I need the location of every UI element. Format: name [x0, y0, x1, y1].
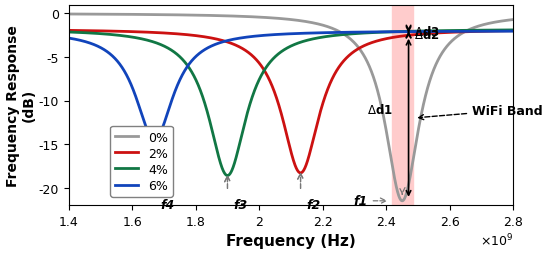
6%	[397, 31, 404, 34]
4%	[397, 31, 404, 34]
4%	[355, 33, 361, 36]
Line: 2%: 2%	[69, 31, 513, 173]
2%	[65, 30, 72, 33]
4%	[510, 29, 516, 32]
Line: 4%: 4%	[69, 31, 513, 176]
Text: f2: f2	[306, 198, 321, 211]
Text: WiFi Band: WiFi Band	[419, 104, 543, 120]
4%	[224, 174, 231, 177]
Legend: 0%, 2%, 4%, 6%: 0%, 2%, 4%, 6%	[111, 126, 173, 197]
Bar	[392, 6, 412, 205]
2%	[332, 72, 339, 75]
X-axis label: Frequency (Hz): Frequency (Hz)	[226, 233, 356, 248]
2%	[235, 46, 242, 49]
4%	[431, 30, 438, 33]
0%	[510, 19, 516, 22]
Text: $\Delta$d3: $\Delta$d3	[414, 25, 440, 39]
Line: 6%: 6%	[69, 32, 513, 140]
2%	[355, 48, 361, 51]
Text: f4: f4	[160, 198, 174, 211]
0%	[146, 14, 153, 17]
0%	[65, 13, 72, 17]
2%	[146, 31, 153, 35]
Text: f1: f1	[354, 194, 368, 207]
0%	[397, 198, 404, 201]
0%	[431, 67, 438, 70]
6%	[431, 31, 438, 34]
Text: $\times10^9$: $\times10^9$	[480, 231, 513, 248]
Text: $\Delta$d1: $\Delta$d1	[367, 103, 393, 117]
4%	[332, 35, 339, 38]
6%	[355, 31, 361, 35]
0%	[332, 29, 339, 32]
6%	[510, 30, 516, 34]
6%	[151, 139, 158, 142]
6%	[146, 134, 153, 137]
Line: 0%: 0%	[69, 15, 513, 201]
4%	[65, 31, 72, 34]
6%	[332, 32, 339, 35]
2%	[298, 172, 304, 175]
6%	[235, 38, 242, 41]
Text: f3: f3	[233, 198, 248, 211]
4%	[235, 147, 242, 150]
2%	[510, 30, 516, 33]
4%	[146, 40, 153, 43]
0%	[399, 199, 405, 202]
0%	[355, 46, 361, 49]
6%	[65, 37, 72, 40]
0%	[235, 16, 242, 19]
2%	[397, 36, 404, 39]
2%	[431, 33, 438, 36]
Y-axis label: Frequency Response
(dB): Frequency Response (dB)	[6, 25, 36, 186]
Text: $\Delta$d2: $\Delta$d2	[414, 27, 440, 41]
